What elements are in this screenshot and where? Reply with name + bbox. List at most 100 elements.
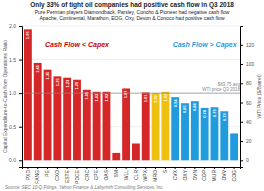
bar [201, 108, 209, 160]
data-label: 1.02 [104, 93, 109, 102]
y-tick: 1.0 [9, 90, 22, 96]
x-tick-mark [165, 167, 166, 169]
y2-tick-label: 120 [246, 42, 255, 48]
data-label: 1.20 [74, 81, 79, 90]
x-tick: WLL [123, 167, 129, 180]
y-axis: 0.0 0.5 1.0 1.5 2.0 [9, 23, 22, 167]
bar [152, 93, 160, 160]
x-tick-label: WPX [142, 169, 148, 181]
x-tick-label: CPE [93, 169, 99, 180]
x-tick-mark [204, 167, 205, 169]
bar [132, 144, 140, 161]
x-tick: SM [113, 167, 119, 178]
x-tick: FANG [34, 167, 40, 184]
y2-tick-label: 100 [246, 61, 255, 67]
y2-tick: 20 [240, 138, 252, 144]
y-tick-label: 0.5 [9, 124, 16, 130]
data-label: 1.01 [143, 94, 148, 103]
bar [230, 133, 238, 160]
data-label: 1.35 [45, 71, 50, 80]
bar [44, 70, 52, 161]
y2-tick-label: 20 [246, 138, 252, 144]
y2-tick: 60 [240, 100, 252, 106]
y2-tick-mark [240, 160, 243, 161]
y-tick: 2.0 [9, 23, 22, 29]
data-label: 1.02 [163, 93, 168, 102]
chart: Only 33% of tight oil companies had posi… [0, 0, 264, 191]
y-tick: 1.5 [9, 57, 22, 63]
y2-axis-title: WTI Price ($/Barrel) [256, 74, 262, 119]
x-tick-label: MRO [152, 170, 158, 182]
data-label: 0.88 [192, 102, 197, 111]
y-axis-line [19, 27, 23, 168]
grid-line [22, 26, 240, 27]
bar [142, 92, 150, 160]
x-tick-mark [155, 167, 156, 169]
x-tick-mark [126, 167, 127, 169]
x-tick-label: ESTE [64, 169, 70, 183]
bar [83, 90, 91, 160]
x-tick: OXY [182, 167, 188, 181]
grid [22, 26, 240, 160]
y2-tick: 40 [240, 119, 252, 125]
data-label: 1.07 [123, 90, 128, 99]
data-label: 1.02 [94, 93, 99, 102]
y-tick-label: 1.0 [9, 90, 16, 96]
x-tick-label: OVV [221, 169, 227, 180]
x-tick-mark [135, 167, 136, 169]
bar [161, 92, 169, 160]
x-tick: PXD [25, 167, 31, 180]
x-tick-label: OAS [103, 169, 109, 180]
y2-tick: 80 [240, 80, 252, 86]
y-tick-label: 1.5 [9, 57, 16, 63]
x-tick-label: COP [201, 169, 207, 181]
x-tick-mark [27, 167, 28, 169]
data-label: 1.05 [84, 91, 89, 100]
y2-tick-label: 60 [246, 100, 252, 106]
y-tick-mark [19, 26, 22, 27]
x-tick-label: OXY [182, 169, 188, 180]
x-tick-mark [145, 167, 146, 169]
reference-line [22, 93, 240, 94]
x-tick: CPE [93, 167, 99, 180]
y-tick: 0.5 [9, 124, 22, 130]
x-axis: PXDFANGPECXOESTEPDCECRCCPEOASSMWLLCLRWPX… [23, 167, 241, 184]
x-tick: CXO [54, 167, 60, 181]
bars [22, 29, 240, 160]
data-label: 0.85 [182, 104, 187, 113]
x-tick-label: MUR [211, 170, 217, 182]
x-tick-mark [116, 167, 117, 169]
x-tick-mark [47, 167, 48, 169]
data-label: 0.79 [212, 108, 217, 117]
grid-line [22, 93, 240, 94]
y2-axis: 020406080100120 [240, 27, 255, 168]
x-tick: CRC [84, 167, 90, 181]
reference-label-line: WTI price Q3 2018 [202, 87, 240, 92]
plot: PXDFANGPECXOESTEPDCECRCCPEOASSMWLLCLRWPX… [9, 23, 255, 184]
data-label: 1.00 [153, 94, 158, 103]
x-tick-label: SM [113, 170, 119, 178]
x-axis-line [23, 168, 241, 170]
x-tick-mark [234, 167, 235, 169]
x-tick: OVV [221, 167, 227, 181]
x-tick-label: PDCE [74, 169, 80, 184]
x-tick-mark [106, 167, 107, 169]
y2-tick-mark [240, 83, 243, 84]
x-tick: CVX [172, 167, 178, 180]
x-tick: PDCE [74, 167, 80, 184]
x-tick-mark [67, 167, 68, 169]
x-tick-label: S [162, 169, 168, 173]
bar [93, 92, 101, 160]
subtitle: Apache, Continental, Marathon, EOG, Oxy,… [39, 15, 224, 21]
y-tick-mark [19, 60, 22, 61]
bar [211, 107, 219, 160]
x-tick-mark [214, 167, 215, 169]
y-tick-mark [19, 160, 22, 161]
bar [103, 92, 111, 160]
y2-tick: 100 [240, 61, 255, 67]
x-tick-label: CXO [54, 170, 60, 181]
x-tick-mark [194, 167, 195, 169]
x-tick-label: DVN [192, 170, 198, 181]
y-tick-label: 0.0 [9, 157, 16, 163]
y2-tick-mark [240, 64, 243, 65]
